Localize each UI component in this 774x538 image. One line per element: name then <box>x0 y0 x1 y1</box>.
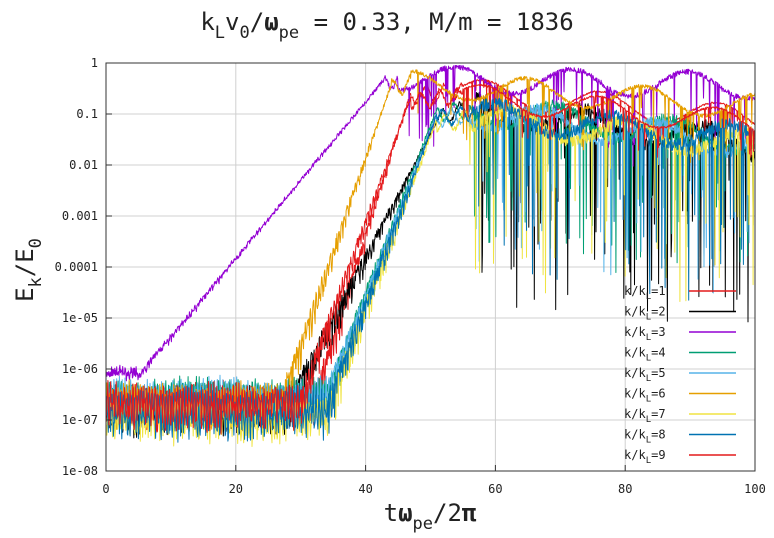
y-tick-label: 1e-08 <box>62 464 98 478</box>
ylabel-sub-k: k <box>26 277 46 287</box>
title-sub-0: 0 <box>239 23 249 43</box>
title-rest: = 0.33, M/m = 1836 <box>299 8 574 36</box>
ylabel-e: E <box>11 287 39 301</box>
legend-label: k/kL=7 <box>624 407 666 425</box>
legend-label: k/kL=6 <box>624 387 666 405</box>
x-tick-label: 100 <box>744 482 766 496</box>
y-axis-label: Ek/E0 <box>11 238 46 302</box>
legend-label: k/kL=9 <box>624 448 666 466</box>
ylabel-slash: /E <box>11 248 39 277</box>
legend-label: k/kL=3 <box>624 325 666 343</box>
y-ticks: 1 0.1 0.01 0.001 0.0001 1e-05 1e-06 1e-07 1e-08 <box>55 56 112 478</box>
xlabel-sub-pe: pe <box>413 514 433 534</box>
title-v: v <box>225 8 239 36</box>
y-tick-label: 0.001 <box>62 209 98 223</box>
xlabel-pi: π <box>462 499 477 527</box>
y-tick-label: 1e-07 <box>62 413 98 427</box>
chart-title: kLv0/ωpe = 0.33, M/m = 1836 <box>200 8 573 43</box>
series-layer <box>105 65 756 447</box>
x-ticks: 0 20 40 60 80 100 <box>102 465 766 496</box>
series-line-3 <box>105 65 756 382</box>
x-tick-label: 0 <box>102 482 109 496</box>
y-tick-label: 0.01 <box>69 158 98 172</box>
x-tick-label: 60 <box>488 482 502 496</box>
x-tick-label: 20 <box>229 482 243 496</box>
series-line-9 <box>105 83 756 435</box>
xlabel-t: t <box>384 499 398 527</box>
title-sub-pe: pe <box>279 23 299 43</box>
legend-label: k/kL=1 <box>624 284 666 302</box>
title-omega: ω <box>264 8 278 36</box>
x-tick-label: 40 <box>358 482 372 496</box>
legend-label: k/kL=4 <box>624 346 666 364</box>
legend: k/kL=1 k/kL=2 k/kL=3 k/kL=4 k/kL=5 k/kL=6 k/kL… <box>624 284 736 466</box>
title-slash: / <box>250 8 264 36</box>
x-axis-label: tωpe/2π <box>384 499 477 534</box>
legend-label: k/kL=8 <box>624 428 666 446</box>
series-line-8 <box>105 97 756 443</box>
legend-label: k/kL=5 <box>624 366 666 384</box>
y-tick-label: 0.1 <box>76 107 98 121</box>
y-tick-label: 1e-05 <box>62 311 98 325</box>
y-tick-label: 0.0001 <box>55 260 98 274</box>
title-sub-l: L <box>215 23 225 43</box>
x-tick-label: 80 <box>618 482 632 496</box>
ylabel-sub-0: 0 <box>26 238 46 248</box>
xlabel-omega: ω <box>398 499 412 527</box>
title-k: k <box>200 8 215 36</box>
y-tick-label: 1e-06 <box>62 362 98 376</box>
y-tick-label: 1 <box>91 56 98 70</box>
legend-label: k/kL=2 <box>624 305 666 323</box>
xlabel-rest: /2 <box>433 499 462 527</box>
